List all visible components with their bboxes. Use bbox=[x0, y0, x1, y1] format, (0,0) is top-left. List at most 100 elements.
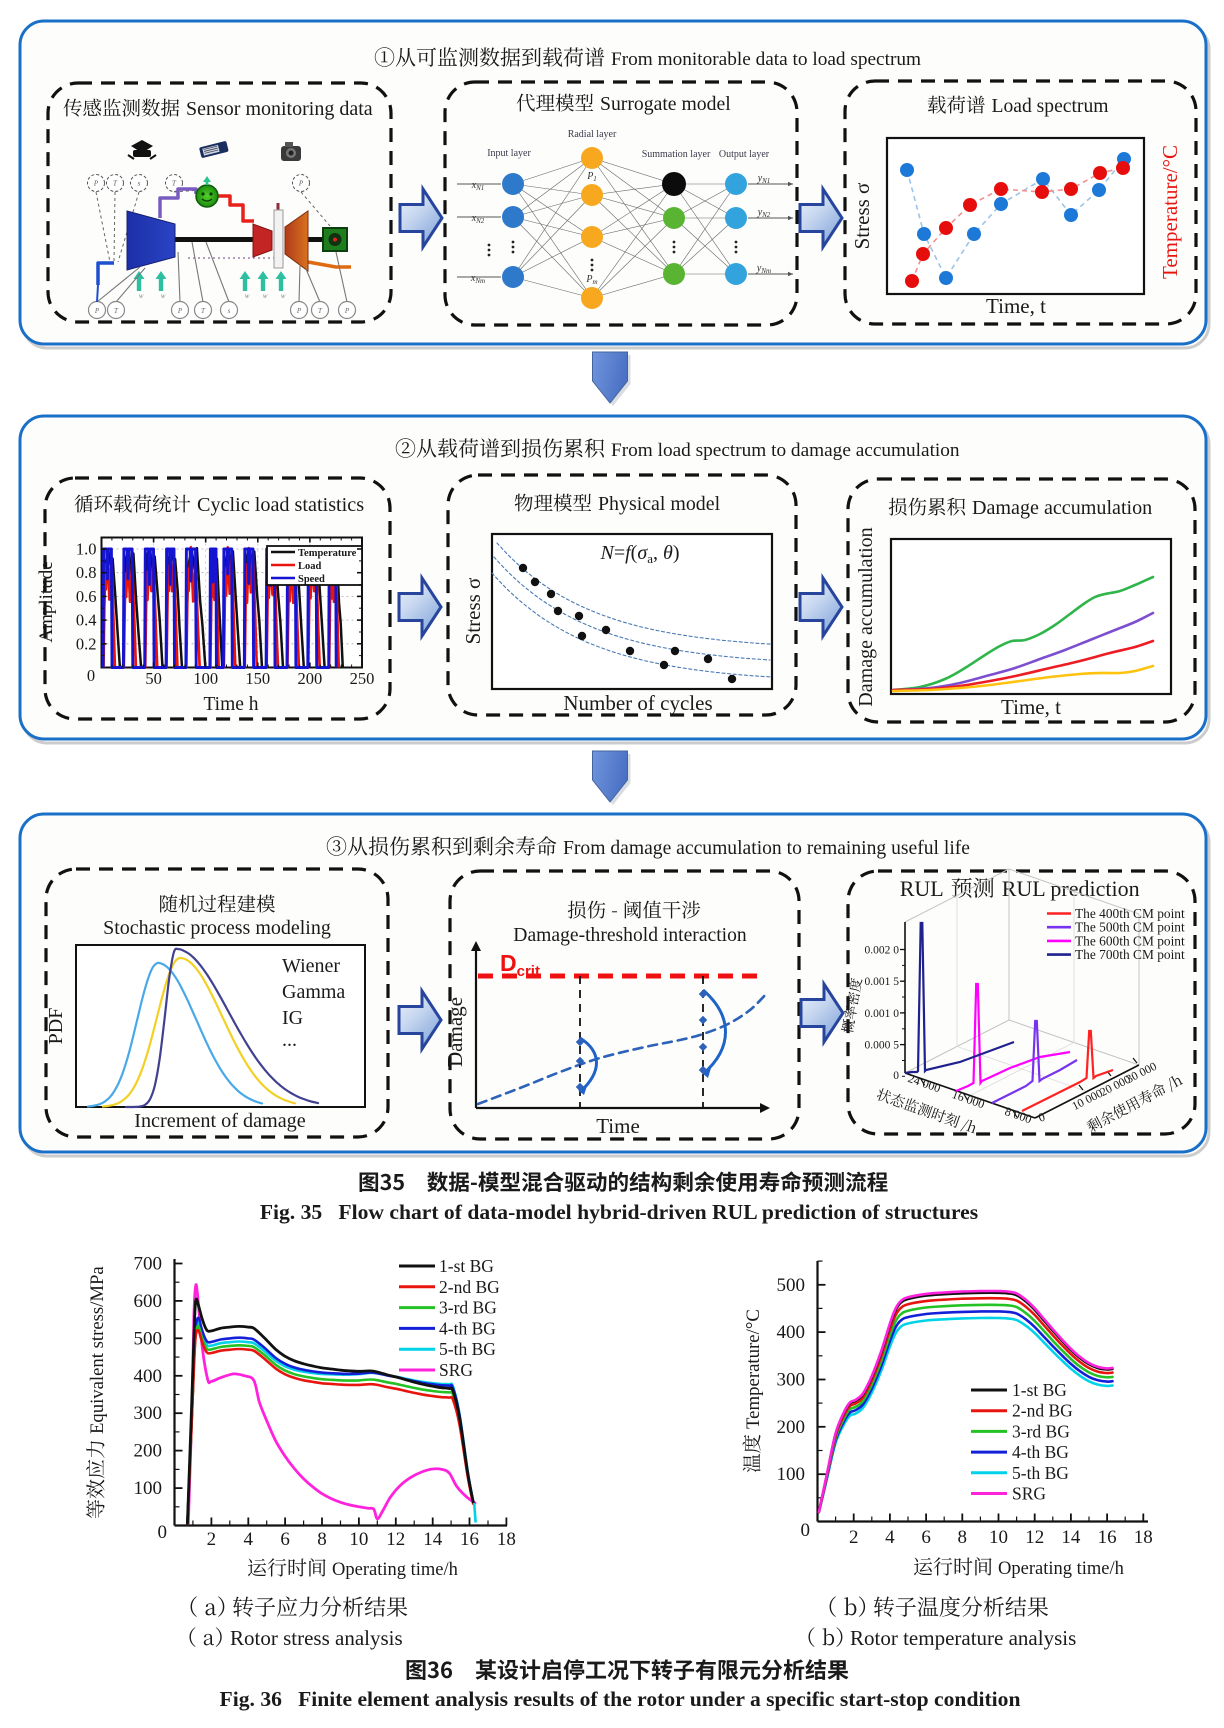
svg-text:Rotor stress analysis: Rotor stress analysis bbox=[230, 1626, 403, 1650]
svg-text:10: 10 bbox=[989, 1527, 1008, 1548]
svg-text:N=f(σa, θ): N=f(σa, θ) bbox=[599, 542, 679, 566]
svg-text:8: 8 bbox=[958, 1527, 968, 1548]
svg-text:Number of cycles: Number of cycles bbox=[563, 691, 712, 715]
svg-text:Time h: Time h bbox=[203, 694, 258, 715]
svg-text:1-st BG: 1-st BG bbox=[1012, 1380, 1067, 1400]
svg-text:RUL: RUL bbox=[900, 876, 944, 901]
svg-text:The 400th CM point: The 400th CM point bbox=[1075, 906, 1185, 921]
svg-text:From monitorable data to load: From monitorable data to load spectrum bbox=[611, 49, 921, 70]
svg-text:6: 6 bbox=[921, 1527, 931, 1548]
svg-text:Stochastic process modeling: Stochastic process modeling bbox=[103, 917, 331, 939]
svg-text:2-nd BG: 2-nd BG bbox=[1012, 1401, 1073, 1421]
svg-text:Temperature: Temperature bbox=[298, 548, 357, 559]
svg-text:Damage accumulation: Damage accumulation bbox=[855, 527, 877, 706]
svg-text:200: 200 bbox=[134, 1441, 163, 1462]
svg-text:Output layer: Output layer bbox=[719, 149, 770, 160]
svg-text:4-th BG: 4-th BG bbox=[1012, 1442, 1069, 1462]
svg-text:0: 0 bbox=[801, 1520, 811, 1541]
svg-text:W: W bbox=[245, 294, 250, 300]
svg-text:150: 150 bbox=[245, 669, 270, 688]
svg-text:400: 400 bbox=[777, 1322, 806, 1343]
svg-text:5-th BG: 5-th BG bbox=[1012, 1463, 1069, 1483]
svg-text:...: ... bbox=[282, 1029, 297, 1051]
svg-text:18: 18 bbox=[1134, 1527, 1153, 1548]
svg-text:10: 10 bbox=[349, 1529, 368, 1550]
svg-text:Equivalent stress/MPa: Equivalent stress/MPa bbox=[87, 1266, 108, 1434]
svg-text:2: 2 bbox=[849, 1527, 859, 1548]
svg-text:Rotor temperature analysis: Rotor temperature analysis bbox=[850, 1626, 1076, 1650]
svg-text:0.001 0: 0.001 0 bbox=[865, 1008, 900, 1020]
svg-text:Damage accumulation: Damage accumulation bbox=[972, 497, 1152, 519]
svg-text:RUL prediction: RUL prediction bbox=[1002, 876, 1140, 901]
svg-text:Operating time/h: Operating time/h bbox=[332, 1560, 458, 1580]
svg-text:Load: Load bbox=[298, 561, 322, 572]
svg-text:T: T bbox=[113, 180, 118, 188]
svg-text:Gamma: Gamma bbox=[282, 981, 345, 1003]
svg-text:0: 0 bbox=[158, 1522, 168, 1543]
svg-text:0: 0 bbox=[87, 666, 95, 685]
svg-text:0.4: 0.4 bbox=[76, 611, 97, 630]
svg-text:12: 12 bbox=[1025, 1527, 1044, 1548]
svg-text:W: W bbox=[281, 294, 286, 300]
svg-text:Wiener: Wiener bbox=[282, 955, 340, 977]
svg-text:IG: IG bbox=[282, 1007, 303, 1029]
svg-text:600: 600 bbox=[134, 1291, 163, 1312]
svg-text:W: W bbox=[161, 294, 166, 300]
svg-text:W: W bbox=[139, 294, 144, 300]
svg-text:100: 100 bbox=[134, 1478, 163, 1499]
svg-text:PDF: PDF bbox=[45, 1008, 67, 1045]
svg-text:P: P bbox=[177, 307, 183, 315]
svg-text:16: 16 bbox=[460, 1529, 479, 1550]
svg-text:8: 8 bbox=[317, 1529, 327, 1550]
svg-text:The 600th CM point: The 600th CM point bbox=[1075, 933, 1185, 948]
svg-text:100: 100 bbox=[193, 669, 218, 688]
svg-text:Fig. 35 Flow chart of data-m: Fig. 35 Flow chart of data-model hybrid-… bbox=[260, 1200, 978, 1224]
svg-text:T: T bbox=[114, 307, 119, 315]
svg-text:Amplitude: Amplitude bbox=[36, 561, 57, 642]
svg-text:SRG: SRG bbox=[439, 1360, 473, 1380]
svg-text:T: T bbox=[318, 307, 323, 315]
svg-text:0: 0 bbox=[1036, 1110, 1047, 1125]
svg-text:200: 200 bbox=[777, 1417, 806, 1438]
svg-text:1-st BG: 1-st BG bbox=[439, 1256, 494, 1276]
svg-text:Time, t: Time, t bbox=[986, 294, 1046, 318]
svg-text:14: 14 bbox=[1061, 1527, 1081, 1548]
svg-text:P: P bbox=[298, 180, 304, 188]
svg-text:Temperature/°C: Temperature/°C bbox=[743, 1309, 764, 1429]
svg-text:The 700th CM point: The 700th CM point bbox=[1075, 947, 1185, 962]
svg-text:The 500th CM point: The 500th CM point bbox=[1075, 920, 1185, 935]
svg-text:3-rd BG: 3-rd BG bbox=[439, 1298, 497, 1318]
svg-text:200: 200 bbox=[298, 669, 323, 688]
svg-text:Fig. 36 Finite element analy: Fig. 36 Finite element analysis results … bbox=[220, 1687, 1021, 1711]
svg-text:From load spectrum to damage a: From load spectrum to damage accumulatio… bbox=[611, 440, 960, 461]
svg-text:T: T bbox=[172, 180, 177, 188]
svg-text:From damage accumulation to re: From damage accumulation to remaining us… bbox=[563, 838, 970, 859]
svg-text:Stress σ: Stress σ bbox=[461, 578, 485, 645]
svg-text:50: 50 bbox=[145, 669, 162, 688]
svg-text:2-nd BG: 2-nd BG bbox=[439, 1277, 500, 1297]
svg-text:T: T bbox=[201, 307, 206, 315]
svg-text:Speed: Speed bbox=[298, 574, 325, 585]
svg-text:4: 4 bbox=[244, 1529, 254, 1550]
svg-text:Input layer: Input layer bbox=[487, 148, 531, 159]
svg-text:Physical model: Physical model bbox=[598, 493, 721, 515]
svg-text:Radial layer: Radial layer bbox=[568, 129, 617, 140]
svg-text:0.6: 0.6 bbox=[76, 587, 97, 606]
svg-text:W: W bbox=[263, 294, 268, 300]
svg-text:4: 4 bbox=[885, 1527, 895, 1548]
svg-text:400: 400 bbox=[134, 1366, 163, 1387]
svg-text:14: 14 bbox=[423, 1529, 443, 1550]
svg-text:0: 0 bbox=[893, 1070, 899, 1082]
svg-text:Damage: Damage bbox=[443, 997, 467, 1067]
svg-text:Increment of damage: Increment of damage bbox=[134, 1110, 306, 1132]
svg-text:0.8: 0.8 bbox=[76, 563, 97, 582]
svg-text:Temperature/°C: Temperature/°C bbox=[1158, 145, 1182, 279]
svg-text:SRG: SRG bbox=[1012, 1484, 1046, 1504]
svg-text:Surrogate model: Surrogate model bbox=[600, 93, 731, 115]
svg-text:Stress σ: Stress σ bbox=[850, 183, 874, 250]
svg-text:1.0: 1.0 bbox=[76, 540, 97, 559]
svg-text:Operating time/h: Operating time/h bbox=[998, 1559, 1124, 1579]
svg-text:500: 500 bbox=[134, 1328, 163, 1349]
svg-text:0.002 0: 0.002 0 bbox=[865, 945, 900, 957]
svg-text:s: s bbox=[138, 180, 141, 188]
